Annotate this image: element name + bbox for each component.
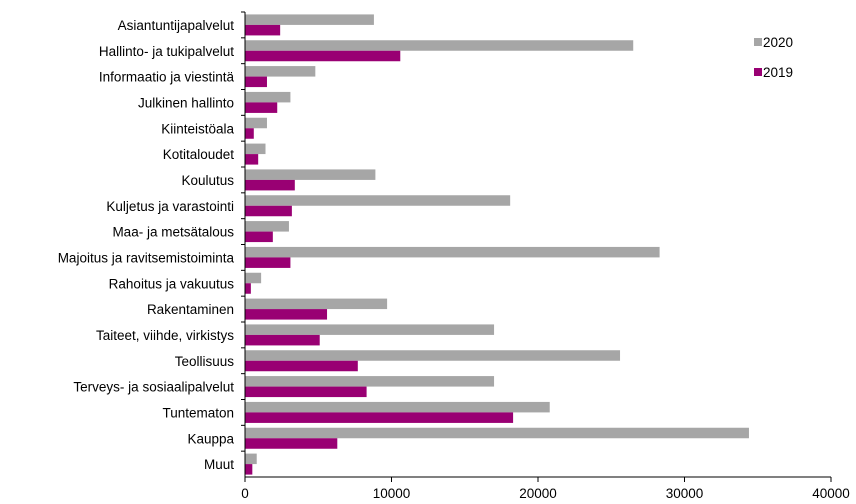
bar-2019-kauppa [245, 438, 338, 449]
bar-2020-asiantuntijapalvelut [245, 14, 374, 25]
bar-2020-koulutus [245, 169, 376, 180]
category-label-teollisuus: Teollisuus [175, 354, 235, 369]
x-tick-label-30000: 30000 [666, 486, 704, 501]
category-label-koulutus: Koulutus [181, 173, 234, 188]
legend-label-2019: 2019 [763, 65, 793, 80]
x-tick-label-40000: 40000 [812, 486, 850, 501]
category-label-rakentaminen: Rakentaminen [147, 302, 234, 317]
bar-2019-kiinteistoala [245, 128, 254, 139]
bar-2020-terveys-ja-sosiaalipalvelut [245, 376, 495, 387]
bar-2020-muut [245, 453, 257, 465]
category-label-kauppa: Kauppa [187, 431, 234, 446]
bar-2019-teollisuus [245, 360, 358, 372]
x-tick-label-0: 0 [241, 486, 249, 501]
bar-2019-taiteet-viihde-virkistys [245, 334, 320, 346]
x-tick-label-10000: 10000 [373, 486, 411, 501]
bar-2020-tuntematon [245, 401, 550, 413]
bar-2020-kuljetus-ja-varastointi [245, 195, 511, 206]
legend: 2020 2019 [754, 35, 793, 80]
category-label-terveys-ja-sosiaalipalvelut: Terveys- ja sosiaalipalvelut [73, 380, 234, 395]
category-label-majoitus-ja-ravitsemistoiminta: Majoitus ja ravitsemistoiminta [58, 250, 235, 265]
category-label-kiinteistoala: Kiinteistöala [161, 121, 234, 136]
x-tick-label-20000: 20000 [519, 486, 557, 501]
category-label-tuntematon: Tuntematon [162, 405, 234, 420]
legend-label-2020: 2020 [763, 35, 793, 50]
bar-2019-rakentaminen [245, 309, 328, 320]
category-label-taiteet-viihde-virkistys: Taiteet, viihde, virkistys [96, 328, 234, 343]
bar-2020-hallinto-ja-tukipalvelut [245, 40, 634, 51]
bar-2020-taiteet-viihde-virkistys [245, 324, 495, 335]
bar-2019-tuntematon [245, 412, 514, 423]
bar-2019-asiantuntijapalvelut [245, 24, 281, 36]
bar-2019-koulutus [245, 179, 295, 191]
bar-2019-maa-ja-metsatalous [245, 231, 273, 243]
bar-2020-kiinteistoala [245, 117, 267, 129]
category-label-rahoitus-ja-vakuutus: Rahoitus ja vakuutus [109, 276, 235, 291]
bar-2020-kotitaloudet [245, 143, 266, 155]
category-label-informaatio-ja-viestinta: Informaatio ja viestintä [99, 70, 235, 85]
category-label-kotitaloudet: Kotitaloudet [163, 147, 235, 162]
bar-2019-julkinen-hallinto [245, 102, 278, 113]
category-label-maa-ja-metsatalous: Maa- ja metsätalous [112, 225, 234, 240]
bar-2019-kotitaloudet [245, 154, 259, 165]
bars-group [245, 14, 749, 475]
bar-2020-teollisuus [245, 350, 621, 361]
bar-2020-rahoitus-ja-vakuutus [245, 272, 262, 284]
bar-2020-majoitus-ja-ravitsemistoiminta [245, 246, 660, 258]
bar-2019-informaatio-ja-viestinta [245, 76, 267, 88]
bar-2019-kuljetus-ja-varastointi [245, 205, 292, 217]
bar-2020-kauppa [245, 427, 749, 439]
bar-2019-majoitus-ja-ravitsemistoiminta [245, 257, 291, 268]
bar-2020-maa-ja-metsatalous [245, 221, 289, 232]
category-label-muut: Muut [204, 457, 234, 472]
category-label-julkinen-hallinto: Julkinen hallinto [138, 95, 234, 110]
bar-2019-muut [245, 464, 253, 475]
legend-swatch-2020 [754, 38, 762, 46]
bar-2020-informaatio-ja-viestinta [245, 66, 316, 77]
category-labels: Asiantuntijapalvelut Hallinto- ja tukipal… [58, 11, 245, 472]
bar-2019-rahoitus-ja-vakuutus [245, 283, 251, 294]
bar-2020-julkinen-hallinto [245, 91, 291, 103]
category-label-kuljetus-ja-varastointi: Kuljetus ja varastointi [106, 199, 234, 214]
bar-2019-hallinto-ja-tukipalvelut [245, 50, 401, 62]
category-label-asiantuntijapalvelut: Asiantuntijapalvelut [118, 18, 235, 33]
bar-2020-rakentaminen [245, 298, 388, 310]
legend-swatch-2019 [754, 68, 762, 76]
bar-2019-terveys-ja-sosiaalipalvelut [245, 386, 367, 398]
x-axis-ticks: 0 10000 20000 30000 40000 [241, 477, 850, 501]
category-label-hallinto-ja-tukipalvelut: Hallinto- ja tukipalvelut [99, 44, 234, 59]
